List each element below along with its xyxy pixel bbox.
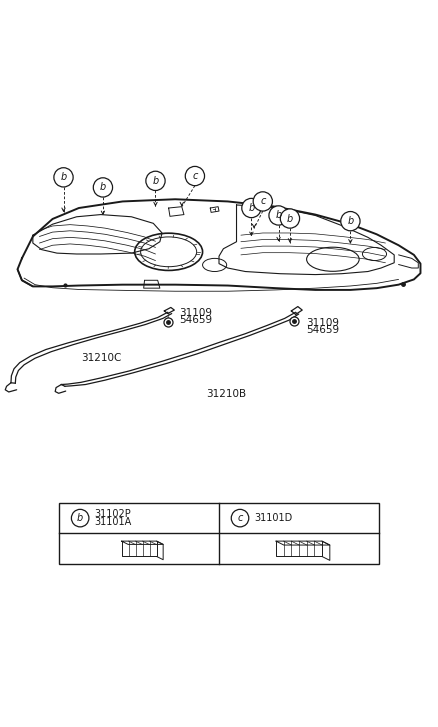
Circle shape	[146, 172, 165, 190]
Text: 31101D: 31101D	[254, 513, 293, 523]
Text: b: b	[347, 216, 353, 226]
Text: c: c	[237, 513, 243, 523]
Text: b: b	[287, 214, 293, 223]
Circle shape	[269, 206, 288, 225]
Circle shape	[231, 510, 249, 527]
Circle shape	[341, 212, 360, 230]
Text: 31109: 31109	[179, 308, 212, 318]
Circle shape	[93, 178, 113, 197]
Circle shape	[253, 192, 272, 211]
Text: b: b	[77, 513, 83, 523]
Text: 31210C: 31210C	[81, 353, 121, 364]
Text: c: c	[192, 171, 198, 181]
Text: 31101A: 31101A	[95, 518, 132, 528]
Circle shape	[71, 510, 89, 527]
Text: b: b	[100, 182, 106, 193]
Text: c: c	[260, 196, 265, 206]
Circle shape	[54, 168, 73, 187]
Text: 54659: 54659	[307, 324, 340, 334]
Circle shape	[185, 166, 205, 185]
Text: 31102P: 31102P	[95, 509, 131, 519]
Text: b: b	[152, 176, 159, 186]
Text: 31210B: 31210B	[206, 389, 246, 399]
Circle shape	[242, 198, 261, 217]
Text: b: b	[276, 210, 282, 220]
Bar	[59, 503, 379, 564]
Text: 54659: 54659	[179, 315, 212, 324]
Circle shape	[280, 209, 300, 228]
Text: b: b	[60, 172, 67, 182]
Text: 31109: 31109	[307, 318, 339, 329]
Text: b: b	[248, 203, 254, 213]
